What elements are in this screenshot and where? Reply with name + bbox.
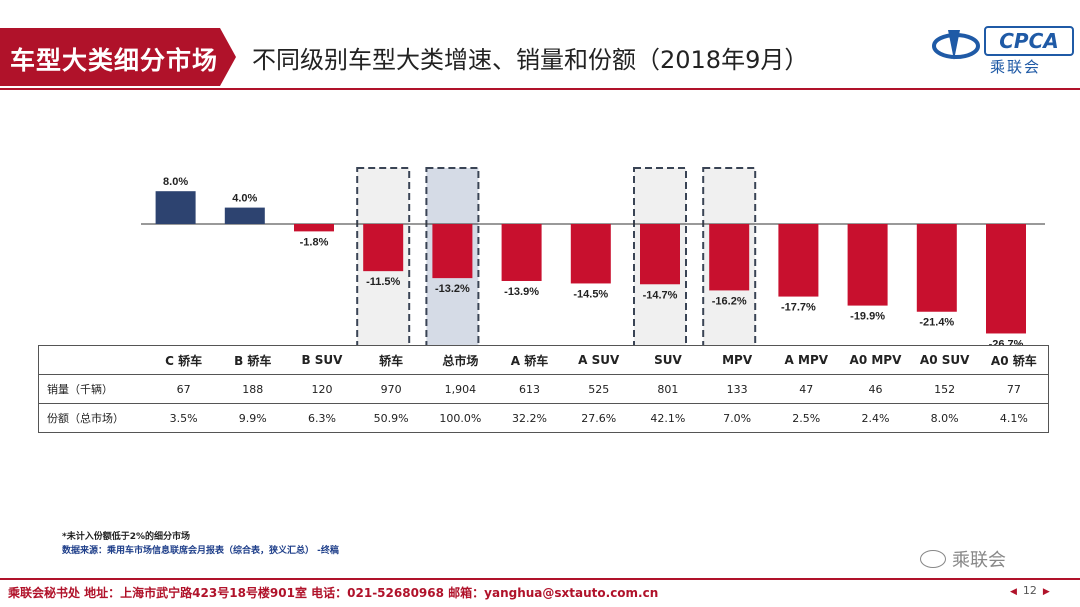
bar [709, 224, 750, 291]
table-category-header: A0 MPV [840, 345, 911, 375]
bar-value-label: -1.8% [300, 236, 329, 248]
table-row-label: 份额（总市场） [38, 403, 149, 433]
table-cell: 133 [702, 374, 772, 404]
table-cell: 42.1% [633, 403, 703, 433]
cpca-logo: CPCA 乘联会 [930, 22, 1075, 80]
table-cell: 525 [564, 374, 634, 404]
bar [570, 224, 611, 284]
table-cell: 27.6% [564, 403, 634, 433]
table-category-header: A SUV [564, 345, 634, 375]
page-number: 12 [1022, 584, 1037, 597]
watermark: 乘联会 [920, 546, 1006, 572]
table-category-header: A0 轿车 [979, 345, 1050, 375]
table-cell: 4.1% [979, 403, 1050, 433]
table-category-header: 总市场 [425, 345, 495, 375]
table-cell: 613 [494, 374, 565, 404]
table-cell: 1,904 [425, 374, 495, 404]
table-corner [38, 345, 149, 375]
table-cell: 2.4% [840, 403, 911, 433]
table-cell: 77 [979, 374, 1050, 404]
table-category-header: C 轿车 [149, 345, 219, 375]
footer-rule [0, 578, 1080, 580]
table-cell: 6.3% [287, 403, 357, 433]
header-rule [0, 88, 1080, 90]
logo-brand: CPCA [984, 26, 1074, 56]
table-row: 份额（总市场） 3.5% 9.9% 6.3% 50.9% 100.0% 32.2% 27.6%… [38, 403, 1050, 433]
table-cell: 8.0% [910, 403, 980, 433]
table-cell: 120 [287, 374, 357, 404]
table-category-header: A 轿车 [494, 345, 565, 375]
bar [294, 224, 334, 232]
bar-value-label: -11.5% [366, 276, 400, 288]
bar [916, 224, 957, 312]
logo-cn: 乘联会 [990, 58, 1042, 76]
table-cell: 970 [356, 374, 426, 404]
footnote: *未计入份额低于2%的细分市场 [62, 532, 190, 542]
table-category-header: 轿车 [356, 345, 426, 375]
table-cell: 7.0% [702, 403, 772, 433]
data-table: C 轿车 B 轿车 B SUV 轿车 总市场 A 轿车 A SUV SUV MPV A MPV A0… [38, 345, 1050, 433]
table-cell: 46 [840, 374, 911, 404]
table-category-header: MPV [702, 345, 772, 375]
slide-title: 不同级别车型大类增速、销量和份额（2018年9月） [252, 46, 809, 74]
bar [432, 224, 473, 279]
cpca-emblem-icon [932, 30, 980, 60]
table-cell: 32.2% [494, 403, 565, 433]
next-page-icon[interactable]: ▶ [1042, 587, 1050, 597]
bar [778, 224, 819, 297]
table-row: 销量（千辆） 67 188 120 970 1,904 613 525 801 133 47 46 15… [38, 374, 1050, 404]
growth-bar-chart: 8.0% 4.0% -1.8% -11.5% -13.2% -13.9% -14.5% -14… [141, 167, 1045, 345]
bar-value-label: -19.9% [850, 311, 885, 323]
table-category-header: A0 SUV [910, 345, 980, 375]
bar-value-label: -13.2% [435, 283, 470, 295]
section-tag-label: 车型大类细分市场 [10, 46, 219, 75]
bar-value-label: -16.2% [712, 295, 747, 307]
table-cell: 188 [218, 374, 288, 404]
table-cell: 2.5% [771, 403, 841, 433]
pager: ◀ 12 ▶ [1010, 584, 1050, 597]
table-cell: 47 [771, 374, 841, 404]
bar [501, 224, 542, 281]
data-source-note: 数据来源：乘用车市场信息联席会月报表（综合表，狭义汇总） -终稿 [62, 546, 339, 556]
bar-value-label: -14.7% [643, 289, 678, 301]
bar-value-label: -26.7% [989, 338, 1024, 345]
bar [986, 224, 1026, 334]
footer-contact: 乘联会秘书处 地址：上海市武宁路423号18号楼901室 电话：021-5268… [8, 586, 659, 600]
table-category-header: SUV [633, 345, 703, 375]
table-cell: 9.9% [218, 403, 288, 433]
table-category-header: B 轿车 [218, 345, 288, 375]
bar [224, 207, 265, 224]
table-category-header: B SUV [287, 345, 357, 375]
bar-value-label: -21.4% [919, 317, 954, 329]
header: 车型大类细分市场 不同级别车型大类增速、销量和份额（2018年9月） CPCA … [0, 0, 1080, 92]
table-row-label: 销量（千辆） [38, 374, 149, 404]
table-cell: 100.0% [425, 403, 495, 433]
section-tag: 车型大类细分市场 [0, 28, 236, 86]
table-cell: 152 [910, 374, 980, 404]
bar [847, 224, 888, 306]
bar-value-label: 8.0% [163, 176, 188, 188]
bar-value-label: 4.0% [232, 193, 257, 205]
watermark-text: 乘联会 [952, 550, 1006, 571]
table-cell: 3.5% [149, 403, 219, 433]
table-cell: 67 [149, 374, 219, 404]
table-header-row: C 轿车 B 轿车 B SUV 轿车 总市场 A 轿车 A SUV SUV MPV A MPV A0… [38, 345, 1050, 375]
prev-page-icon[interactable]: ◀ [1010, 587, 1017, 597]
table-category-header: A MPV [771, 345, 841, 375]
bar [640, 224, 680, 285]
table-cell: 801 [633, 374, 703, 404]
bar-value-label: -14.5% [573, 288, 608, 300]
table-cell: 50.9% [356, 403, 426, 433]
wechat-icon [920, 550, 946, 568]
bar [155, 191, 196, 224]
bar-value-label: -13.9% [504, 286, 539, 298]
bar-value-label: -17.7% [781, 302, 816, 314]
bar [363, 224, 404, 272]
